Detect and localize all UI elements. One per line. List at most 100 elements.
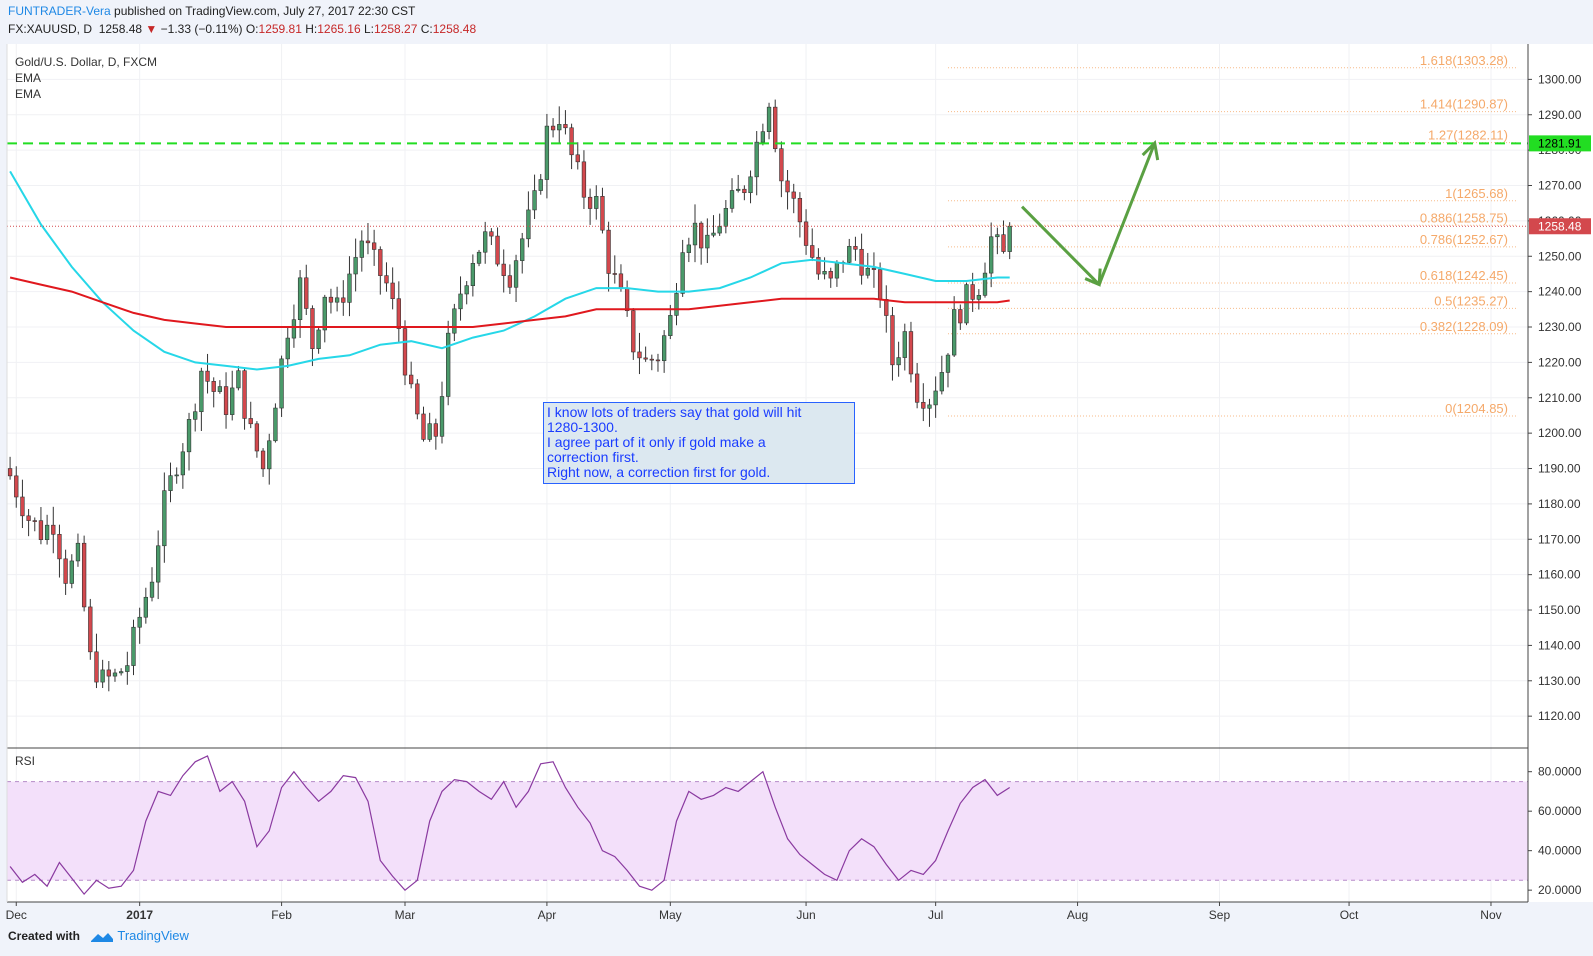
high-value: 1265.16 (317, 22, 361, 36)
candle-body (810, 245, 815, 258)
legend-ema-1[interactable]: EMA (15, 71, 42, 85)
candle-body (939, 372, 944, 392)
close-label: C: (420, 22, 433, 36)
price-tick-label: 1190.00 (1538, 462, 1581, 476)
month-label: Feb (271, 908, 292, 922)
month-label: Oct (1340, 908, 1359, 922)
candle-body (828, 271, 833, 279)
candle-body (359, 240, 364, 258)
published-text: published on TradingView.com, July 27, 2… (110, 4, 416, 18)
legend-ema-2[interactable]: EMA (15, 87, 42, 101)
candle-body (38, 520, 44, 540)
candle-body (729, 190, 735, 209)
candle-body (390, 282, 395, 299)
candle-body (248, 418, 253, 425)
created-with: Created with (8, 929, 81, 943)
candle-body (520, 238, 525, 261)
candle-body (631, 310, 636, 353)
fib-label: 1.27(1282.11) (1428, 128, 1508, 143)
candle-body (365, 240, 371, 244)
candle-body (933, 390, 938, 406)
candle-body (711, 232, 716, 236)
candle-body (884, 299, 889, 316)
price-tick-label: 1150.00 (1538, 603, 1581, 617)
candle-body (766, 106, 772, 132)
candle-body (285, 337, 290, 360)
rsi-line (9, 755, 1011, 896)
candle-body (470, 263, 476, 286)
candle-body (94, 651, 99, 683)
candle-body (612, 273, 617, 275)
candle-body (402, 328, 408, 376)
candle-body (526, 209, 531, 240)
candle-body (544, 125, 550, 180)
candle-body (754, 141, 759, 178)
author-link[interactable]: FUNTRADER-Vera (8, 4, 111, 18)
rsi-tick-label: 40.0000 (1538, 844, 1582, 858)
candle-body (131, 626, 136, 666)
month-label: 2017 (126, 908, 153, 922)
candle-body (439, 396, 445, 437)
arrow-up-head-icon (1141, 139, 1160, 161)
rsi-pane (7, 755, 1528, 896)
candle-body (26, 515, 31, 521)
candle-body (242, 370, 247, 419)
candle-body (803, 221, 809, 246)
tradingview-logo-icon (91, 932, 114, 942)
candle-body (476, 251, 482, 264)
candle-body (865, 267, 870, 276)
month-label: Nov (1480, 908, 1501, 922)
candle-body (149, 581, 155, 598)
candle-body (217, 386, 223, 392)
open-label: O: (245, 22, 259, 36)
price-tick-label: 1250.00 (1538, 249, 1582, 263)
fib-label: 0.786(1252.67) (1420, 232, 1508, 247)
candle-body (995, 234, 1000, 238)
candle-body (186, 419, 192, 453)
last-price-tag (1529, 218, 1591, 235)
candle-body (606, 229, 611, 274)
chart-legend: Gold/U.S. Dollar, D, FXCM EMA EMA (15, 54, 157, 102)
text-note[interactable]: I know lots of traders say that gold wil… (543, 402, 855, 484)
candle-body (464, 285, 469, 295)
ema-fast-line (9, 170, 1010, 371)
candle-body (569, 127, 574, 156)
candle-body (69, 560, 74, 584)
candle-body (205, 370, 210, 382)
candle-body (927, 404, 932, 409)
tradingview-link[interactable]: TradingView (117, 928, 189, 943)
candle-body (1007, 225, 1012, 252)
candle-body (88, 606, 93, 653)
arrow-up-icon (1097, 142, 1157, 286)
candle-body (32, 520, 37, 522)
candle-body (57, 534, 62, 560)
candle-body (112, 672, 118, 677)
candle-body (260, 450, 266, 470)
rsi-tick-label: 60.0000 (1538, 804, 1582, 818)
candle-body (513, 260, 519, 288)
price-tick-label: 1290.00 (1538, 108, 1582, 122)
candle-body (563, 124, 568, 129)
candle-body (532, 190, 537, 211)
candle-body (723, 208, 729, 227)
candle-body (119, 671, 124, 674)
candle-body (433, 423, 438, 437)
candle-body (779, 148, 784, 182)
candle-body (199, 370, 204, 413)
candle-body (896, 357, 901, 366)
candle-body (483, 231, 488, 253)
candle-body (63, 558, 68, 584)
month-label: Jul (928, 908, 943, 922)
candle-body (581, 161, 587, 198)
candle-body (446, 332, 451, 397)
candle-body (853, 246, 858, 250)
candle-body (538, 179, 543, 191)
candle-body (575, 154, 580, 163)
candle-body (458, 293, 463, 310)
candle-body (156, 545, 161, 583)
price-tick-label: 1140.00 (1538, 638, 1581, 652)
candle-body (421, 413, 426, 440)
price-tick-label: 1270.00 (1538, 179, 1582, 193)
candle-body (143, 596, 148, 618)
